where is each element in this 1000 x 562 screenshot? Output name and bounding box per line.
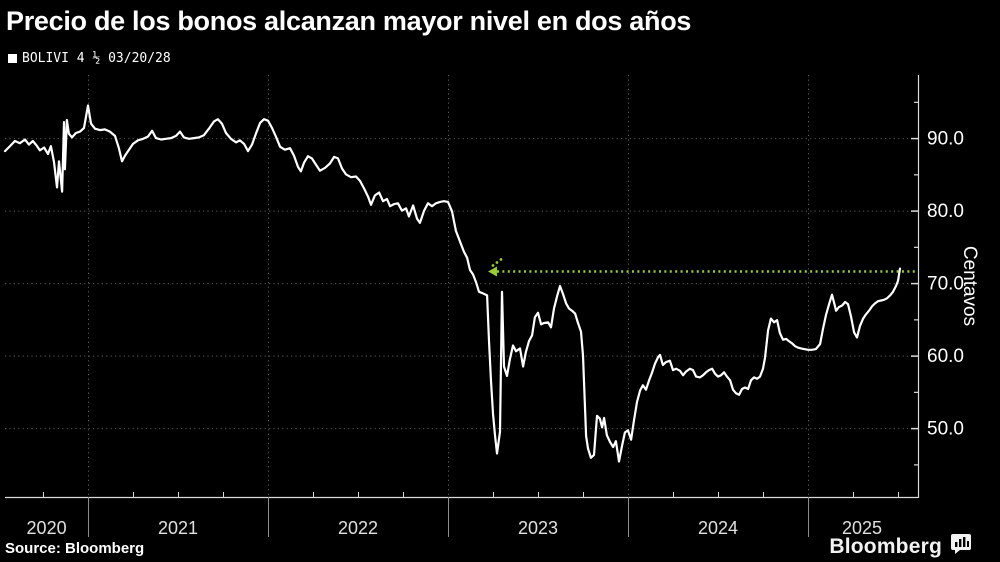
- y-tick-label: 50.0: [927, 419, 964, 440]
- y-tick-label: 80.0: [927, 201, 964, 222]
- x-year-label: 2020: [27, 518, 67, 538]
- x-year-label: 2021: [158, 518, 198, 538]
- reference-sparkle-dot: [495, 261, 499, 264]
- reference-sparkle-dot: [491, 264, 495, 267]
- legend-label: BOLIVI 4 ½ 03/20/28: [22, 51, 171, 66]
- y-axis-title: Centavos: [959, 245, 980, 327]
- price-line: [3, 104, 902, 463]
- x-year-label: 2022: [338, 518, 378, 538]
- reference-start-arrow-icon: [487, 266, 497, 277]
- legend-swatch: [8, 54, 17, 63]
- x-year-label: 2025: [842, 518, 882, 538]
- y-tick-label: 60.0: [927, 346, 964, 367]
- bloomberg-wordmark: Bloomberg: [829, 534, 942, 558]
- y-tick-label: 70.0: [927, 274, 964, 295]
- bloomberg-logo: Bloomberg: [829, 533, 972, 560]
- legend: BOLIVI 4 ½ 03/20/28: [8, 51, 171, 66]
- source-credit: Source: Bloomberg: [5, 540, 145, 557]
- reference-sparkle-dot: [499, 258, 503, 261]
- bloomberg-chart-icon: [950, 533, 972, 560]
- y-tick-label: 90.0: [927, 129, 964, 150]
- x-year-label: 2023: [518, 518, 558, 538]
- chart-title: Precio de los bonos alcanzan mayor nivel…: [6, 6, 692, 36]
- x-year-label: 2024: [698, 518, 738, 538]
